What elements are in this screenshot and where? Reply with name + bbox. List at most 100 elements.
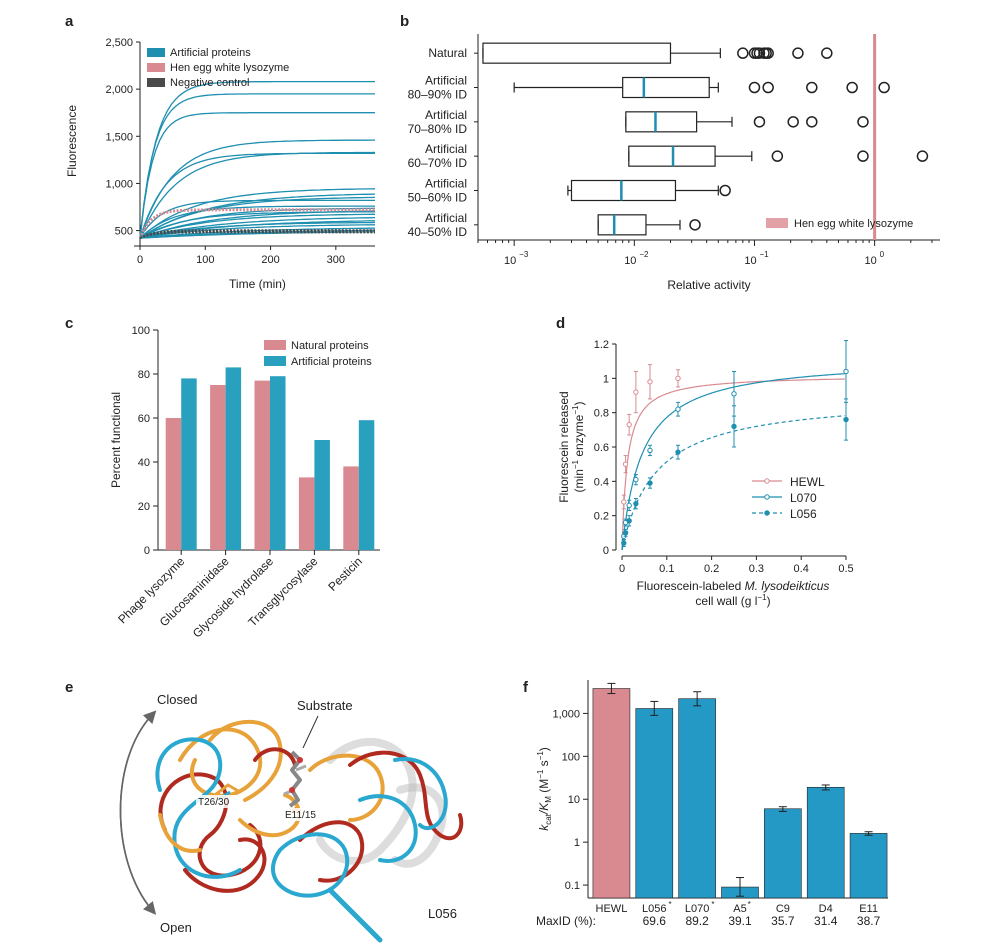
ribbon-segment — [358, 794, 418, 863]
reference-legend-swatch — [766, 218, 788, 228]
data-point — [647, 379, 653, 385]
bar-e11 — [849, 833, 888, 899]
y-tick-label: 100 — [132, 325, 150, 337]
legend-label: Artificial proteins — [291, 356, 372, 368]
maxid-value: 69.6 — [643, 914, 667, 928]
category-label: Pesticin — [325, 554, 365, 594]
legend-marker — [764, 510, 770, 516]
box — [597, 214, 647, 236]
x-tick-label: 200 — [261, 254, 279, 266]
x-tick-label: 0.1 — [659, 563, 674, 575]
group-label-id: 60–70% ID — [408, 156, 468, 170]
asterisk: * — [748, 900, 751, 909]
outlier-point — [762, 81, 774, 94]
data-point — [626, 502, 632, 509]
outlier-point — [748, 81, 761, 94]
group-label-id: 50–60% ID — [408, 191, 468, 205]
artificial-protein-curve — [139, 139, 375, 239]
reference-legend-label: Hen egg white lysozyme — [794, 218, 913, 230]
x-tick-label: 300 — [327, 254, 345, 266]
outlier-point — [719, 184, 731, 197]
artificial-protein-curve — [139, 112, 375, 239]
outlier-point — [857, 150, 869, 162]
y-tick-label: 1,500 — [105, 131, 133, 143]
category-label: Glycoside hydrolase — [190, 554, 277, 641]
group-label-id: 80–90% ID — [408, 88, 468, 102]
panel-label-f: f — [523, 679, 529, 696]
outlier-point — [857, 116, 869, 128]
outlier-point — [753, 47, 766, 59]
legend-label: L056 — [790, 507, 817, 521]
data-point — [621, 540, 627, 546]
bar-l056 — [635, 708, 674, 899]
data-point — [622, 461, 629, 467]
y-tick-label: 0.4 — [594, 476, 609, 488]
group-label: Artificial — [425, 74, 467, 88]
maxid-value: 35.7 — [771, 914, 795, 928]
legend-label: Hen egg white lysozyme — [170, 62, 289, 74]
legend-swatch — [147, 78, 165, 87]
group-label: Artificial — [425, 177, 467, 191]
open-closed-arrow-head — [119, 710, 157, 911]
bar-natural — [165, 418, 182, 550]
data-point — [843, 416, 849, 423]
y-tick-label: 0.1 — [565, 880, 580, 892]
fit-curve — [621, 373, 845, 551]
y-tick-label: 1,000 — [552, 708, 580, 720]
outlier-point — [878, 81, 890, 94]
asterisk: * — [711, 900, 714, 909]
y-axis-title: Percent functional — [109, 392, 123, 488]
bar-c9 — [764, 808, 802, 899]
y-tick-label: 80 — [138, 369, 150, 381]
ribbon-segment — [208, 719, 283, 802]
negative-control-curve — [139, 229, 375, 239]
outlier-point — [737, 47, 749, 59]
artificial-protein-curve — [139, 93, 375, 239]
maxid-value: 89.2 — [685, 914, 709, 928]
category-label: E11 — [859, 903, 878, 915]
panel-label-a: a — [65, 13, 74, 30]
residue-label-t26: T26/30 — [198, 797, 230, 808]
y-axis-title-line1: Fluorescein released — [557, 391, 571, 502]
maxid-label: MaxID (%): — [536, 914, 596, 928]
legend-swatch — [264, 356, 286, 366]
bar-artificial — [358, 420, 375, 550]
bar-natural — [343, 466, 359, 550]
legend-swatch — [147, 63, 165, 72]
bar-l070 — [678, 698, 716, 899]
x-tick-label: 0 — [137, 254, 143, 266]
x-tick-label: 0.4 — [794, 563, 809, 575]
data-point — [633, 500, 639, 507]
y-tick-label: 1.2 — [594, 339, 609, 351]
panel-d-kinetics-chart: 0 0.2 0.4 0.6 0.8 1 1.2 0 0.1 0.2 0.3 0.4 0.5 Fluores… — [557, 339, 854, 608]
artificial-protein-curve — [139, 152, 375, 239]
ribbon-segment — [253, 747, 297, 767]
maxid-value: 31.4 — [814, 914, 838, 928]
asterisk: * — [668, 900, 671, 909]
y-tick-label: 0 — [603, 545, 609, 557]
y-tick-label: 1 — [574, 837, 580, 849]
y-axis-title: Fluorescence — [65, 105, 79, 177]
panel-label-e: e — [65, 679, 73, 696]
legend-label: L070 — [790, 491, 817, 505]
group-label: Artificial — [425, 211, 467, 225]
bar-hewl — [592, 688, 631, 899]
outlier-point — [916, 150, 929, 162]
x-axis-title-line1: Fluorescein-labeled M. lysodeikticus — [637, 579, 830, 593]
y-axis-title: kcat/KM (M−1 s−1) — [536, 747, 553, 831]
bar-d4 — [806, 786, 845, 899]
x-tick-label: 10 — [504, 255, 516, 267]
data-point — [843, 368, 849, 375]
outlier-point — [846, 81, 858, 94]
data-point — [731, 423, 737, 430]
ribbon-segment — [158, 772, 263, 878]
group-label: Natural — [428, 46, 467, 60]
x-tick-label: 0 — [619, 563, 625, 575]
protein-ribbons — [155, 719, 464, 943]
x-axis-title-line2: cell wall (g l−1) — [695, 593, 770, 608]
bar-natural — [298, 477, 315, 550]
artificial-protein-curve — [139, 213, 375, 239]
y-tick-label: 60 — [138, 413, 150, 425]
